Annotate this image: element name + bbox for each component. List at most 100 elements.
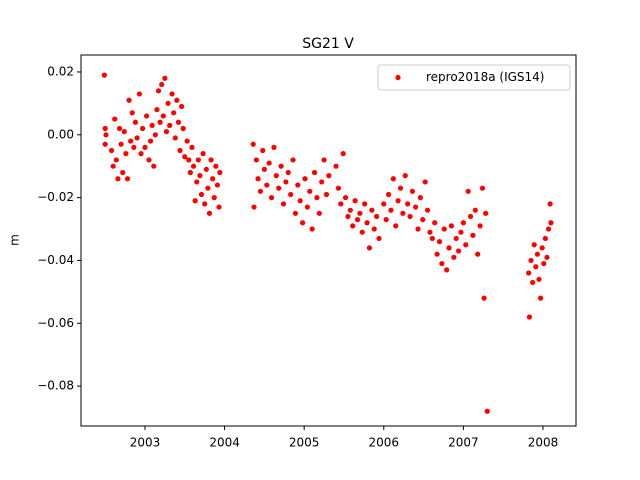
data-point [347,207,353,213]
data-point [479,185,486,191]
data-point [385,191,392,198]
data-point [187,169,193,176]
data-point [340,151,346,157]
data-point [326,173,332,179]
data-point [278,163,284,169]
data-point [162,75,168,81]
data-point [309,226,315,232]
data-point [409,188,416,194]
data-point [216,204,222,210]
data-point [436,238,443,245]
data-point [393,223,399,229]
data-point [266,160,272,166]
y-tick-label: −0.02 [37,190,74,204]
data-point [288,191,294,198]
data-point [115,176,121,182]
data-point [112,116,118,122]
data-point [160,113,166,119]
data-point [167,122,173,128]
data-point [154,107,160,113]
data-point [268,195,275,201]
data-point [124,176,131,182]
data-point [371,226,377,232]
data-point [536,276,542,282]
data-point [283,179,289,185]
data-point [422,179,428,185]
data-point [113,157,119,163]
data-point [210,176,216,182]
data-point [280,201,287,207]
data-point [434,251,440,257]
data-point [374,213,380,220]
data-point [357,210,363,216]
data-point [481,295,487,301]
data-point [140,125,146,132]
data-point [172,135,178,141]
data-point [126,97,132,103]
data-point [175,119,182,125]
data-point [453,235,459,242]
data-point [362,201,368,207]
data-point [251,204,257,210]
data-point [171,110,177,116]
data-point [475,251,481,257]
data-point [388,207,394,213]
data-point [333,163,339,169]
data-point [169,91,175,97]
data-point [345,213,351,220]
data-point [253,157,260,163]
data-point [131,144,137,150]
data-point [545,226,552,232]
y-tick-label: −0.06 [37,316,74,330]
data-point [202,201,208,207]
data-point [292,210,299,216]
data-point [477,223,483,229]
data-point [455,248,462,254]
plot-frame [80,54,577,427]
data-point [405,201,411,207]
data-point [338,201,344,207]
data-point [432,220,438,226]
data-point [110,163,116,169]
data-point [206,210,213,216]
data-point [364,220,370,226]
data-point [297,198,303,204]
data-point [121,129,127,135]
data-point [103,132,109,138]
data-point [526,314,533,320]
data-point [429,235,435,242]
data-point [214,182,221,188]
data-point [548,220,554,226]
data-point [415,226,421,232]
data-point [400,210,406,216]
data-point [314,195,320,201]
data-point [420,217,426,223]
data-point [129,110,135,116]
data-point [323,191,330,198]
data-point [208,157,214,163]
data-point [132,119,139,125]
data-point [381,201,387,207]
data-point [190,163,197,169]
data-point [311,169,318,176]
data-point [383,217,389,223]
data-point [352,198,358,204]
y-tick-label: −0.08 [37,379,74,393]
data-point [541,260,547,267]
data-point [264,182,270,188]
data-point [460,220,466,226]
data-point [189,144,195,150]
data-point [534,251,540,257]
data-point [484,408,490,414]
data-point [335,185,342,191]
data-point [205,185,211,191]
data-point [467,213,474,220]
data-point [465,188,471,194]
data-point [359,229,365,235]
data-point [376,235,382,242]
data-point [417,195,423,201]
data-point [316,210,322,216]
data-point [174,97,180,103]
data-point [102,141,108,147]
data-point [108,147,115,154]
